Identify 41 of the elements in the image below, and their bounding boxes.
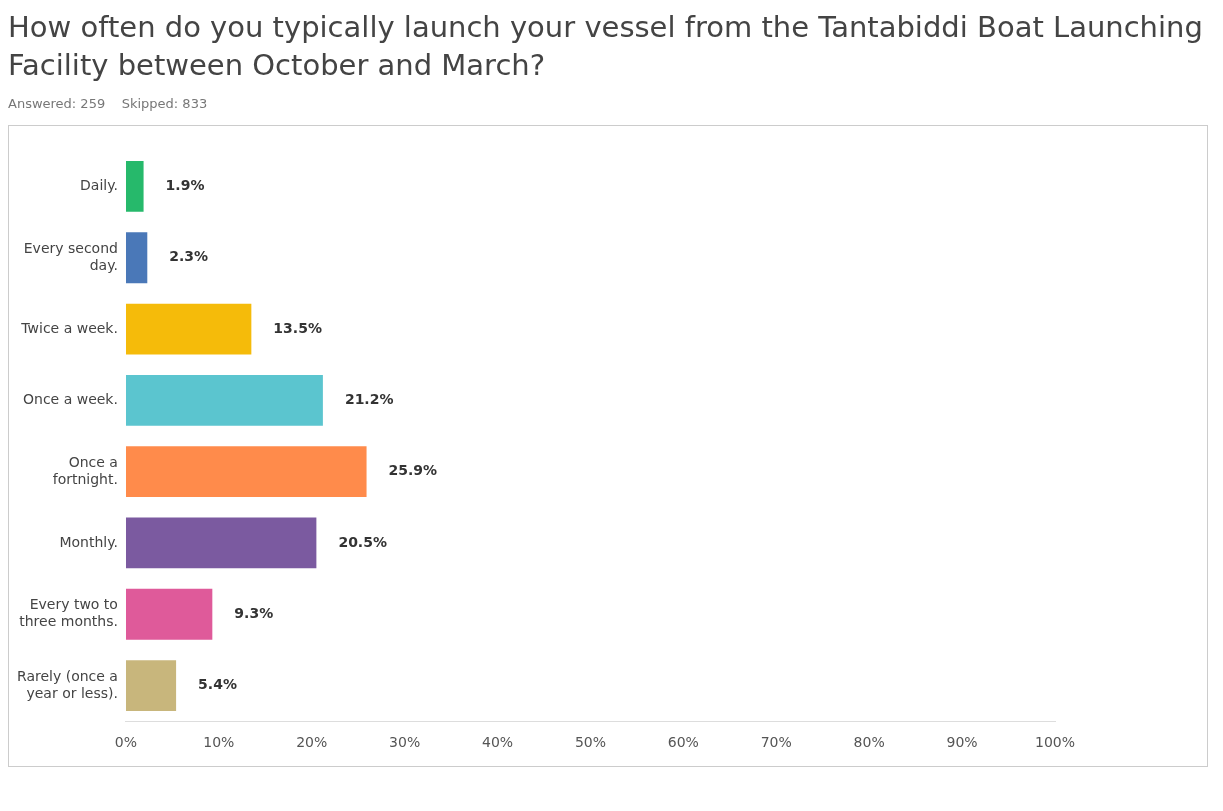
category-label: Once a week.: [23, 390, 118, 407]
x-tick-label: 30%: [389, 734, 421, 751]
category-label: day.: [89, 256, 118, 273]
x-tick-label: 100%: [1034, 734, 1076, 751]
category-label: Rarely (once a: [16, 667, 118, 684]
category-label: Monthly.: [59, 533, 118, 550]
bar: [125, 517, 317, 569]
bar: [125, 588, 213, 640]
bar: [125, 161, 144, 212]
data-label: 2.3%: [169, 248, 209, 265]
bar: [125, 374, 323, 426]
category-label: Every two to: [29, 596, 118, 613]
x-tick-label: 40%: [481, 734, 514, 751]
category-label: Every second: [23, 239, 118, 256]
data-label: 21.2%: [344, 390, 394, 407]
data-label: 20.5%: [338, 533, 387, 550]
x-tick-label: 80%: [853, 734, 885, 751]
category-label: Daily.: [80, 177, 118, 194]
bar: [125, 303, 252, 355]
data-label: 9.3%: [234, 604, 274, 621]
data-label: 25.9%: [388, 462, 438, 479]
x-tick-label: 50%: [574, 734, 607, 751]
bar: [125, 446, 367, 498]
data-label: 5.4%: [198, 676, 237, 693]
category-label: Once a: [68, 453, 118, 470]
x-tick-label: 90%: [946, 734, 978, 751]
bar: [125, 232, 148, 284]
category-label: fortnight.: [52, 470, 118, 487]
data-label: 1.9%: [165, 177, 205, 194]
chart-subtitle: Answered: 259 Skipped: 833: [8, 96, 209, 111]
x-tick-label: 0%: [114, 734, 138, 751]
data-label: 13.5%: [273, 319, 322, 336]
x-tick-label: 60%: [667, 734, 699, 751]
x-tick-label: 10%: [203, 734, 235, 751]
category-label: Twice a week.: [21, 319, 118, 336]
category-label: year or less).: [26, 684, 118, 701]
x-tick-label: 70%: [760, 734, 792, 751]
x-tick-label: 20%: [296, 734, 328, 751]
category-label: three months.: [19, 613, 118, 630]
chart-title: How often do you typically launch your vessel from the Tantabiddi Boat Launching Facility between October and March?: [8, 9, 1204, 84]
bar: [125, 660, 177, 711]
